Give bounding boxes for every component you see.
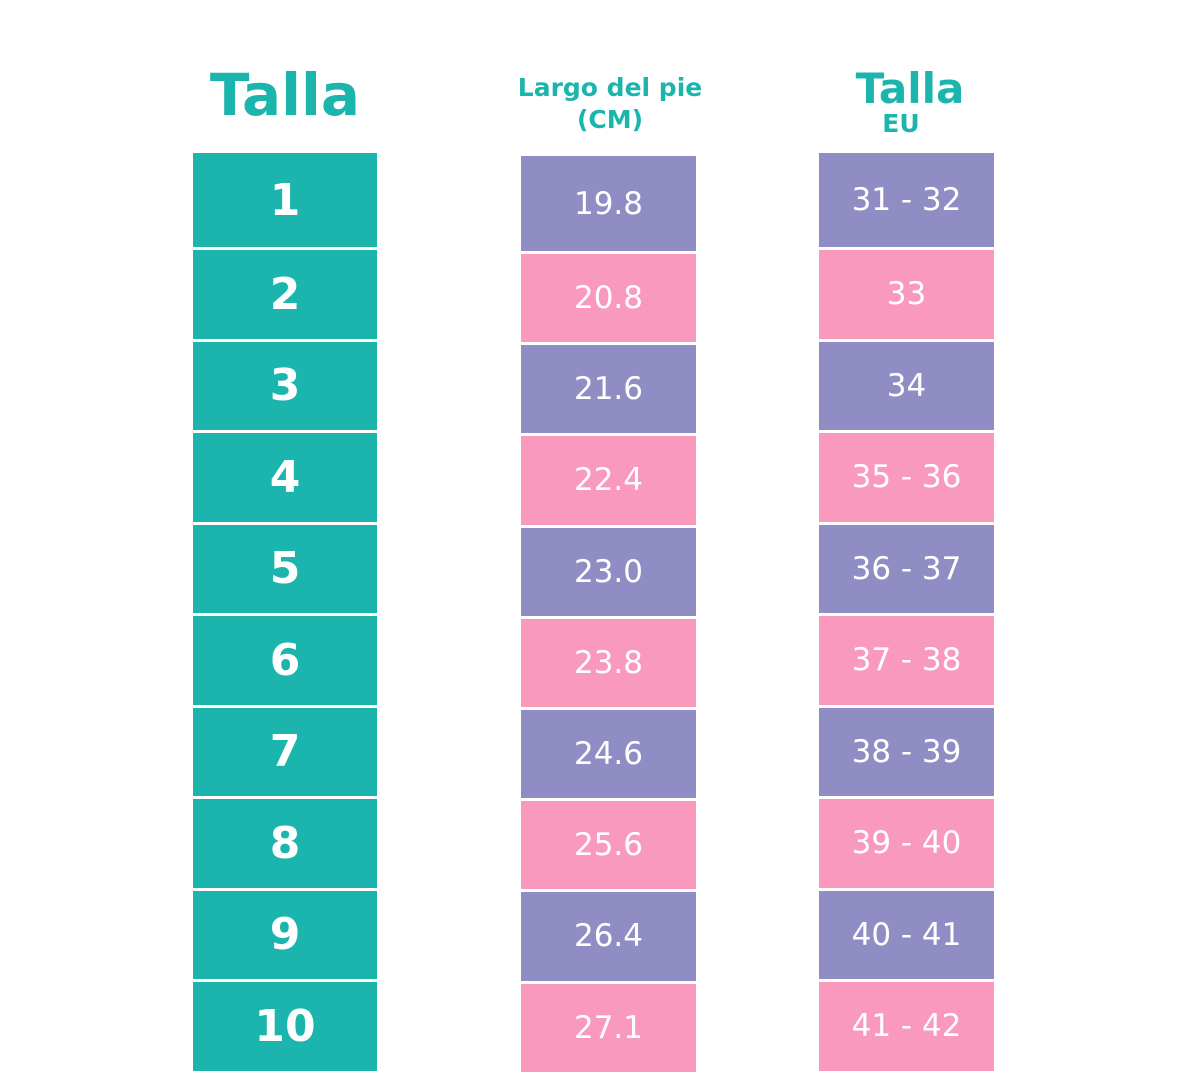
- largo-cell: 20.8: [521, 254, 696, 346]
- largo-cell: 23.8: [521, 618, 696, 710]
- talla-cell: 7: [193, 707, 377, 799]
- largo-cell: 21.6: [521, 345, 696, 437]
- talla-column: 1 2 3 4 5 6 7 8 9 10: [193, 153, 377, 1074]
- largo-cell: 26.4: [521, 892, 696, 984]
- talla-cell: 5: [193, 524, 377, 616]
- talla-cell: 2: [193, 250, 377, 342]
- talla-cell: 6: [193, 616, 377, 708]
- largo-column: 19.8 20.8 21.6 22.4 23.0 23.8 24.6 25.6 …: [521, 156, 696, 1075]
- largo-cell: 22.4: [521, 436, 696, 528]
- eu-cell: 33: [819, 250, 994, 342]
- eu-cell: 39 - 40: [819, 799, 994, 891]
- eu-cell: 36 - 37: [819, 524, 994, 616]
- largo-cell: 19.8: [521, 156, 696, 254]
- talla-cell: 1: [193, 153, 377, 250]
- talla-eu-header: Talla EU: [800, 68, 1020, 138]
- largo-header-line1: Largo del pie: [517, 73, 703, 102]
- eu-column: 31 - 32 33 34 35 - 36 36 - 37 37 - 38 38…: [819, 153, 994, 1074]
- largo-header-line2: (CM): [576, 105, 644, 134]
- talla-cell: 10: [193, 982, 377, 1074]
- eu-header-line2: EU: [882, 109, 920, 138]
- largo-cell: 23.0: [521, 527, 696, 619]
- talla-header: Talla: [209, 61, 361, 129]
- eu-cell: 31 - 32: [819, 153, 994, 250]
- eu-cell: 38 - 39: [819, 707, 994, 799]
- eu-cell: 34: [819, 341, 994, 433]
- talla-cell: 8: [193, 799, 377, 891]
- largo-cell: 27.1: [521, 983, 696, 1075]
- eu-cell: 40 - 41: [819, 890, 994, 982]
- eu-cell: 35 - 36: [819, 433, 994, 525]
- eu-cell: 41 - 42: [819, 982, 994, 1074]
- largo-cell: 25.6: [521, 801, 696, 893]
- largo-cell: 24.6: [521, 709, 696, 802]
- talla-cell: 9: [193, 890, 377, 982]
- talla-cell: 4: [193, 433, 377, 525]
- talla-cell: 3: [193, 341, 377, 433]
- eu-cell: 37 - 38: [819, 616, 994, 708]
- eu-header-line1: Talla: [855, 64, 965, 113]
- largo-del-pie-header: Largo del pie (CM): [480, 72, 740, 136]
